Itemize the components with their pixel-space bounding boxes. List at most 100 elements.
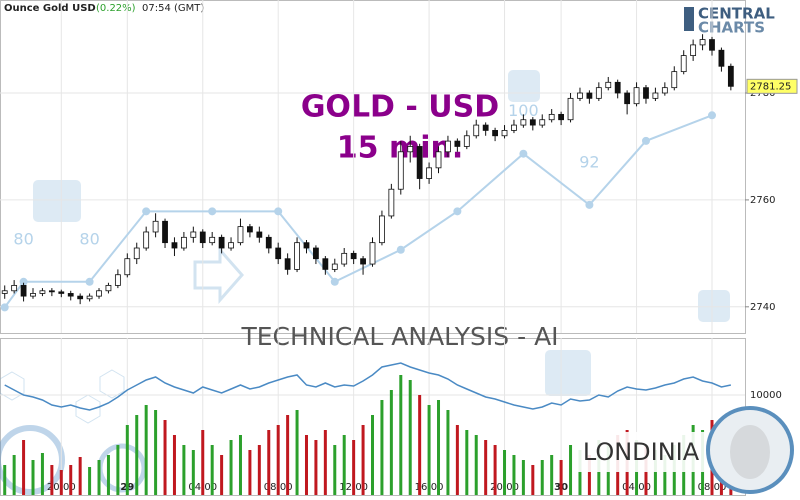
volume-bar [446,410,450,495]
candle-body [709,39,715,51]
candle-body [407,146,414,153]
volume-bar [314,440,318,495]
candle-body [322,258,329,270]
volume-bar [540,460,544,495]
volume-bar [352,440,356,495]
signature: LONDINIA [583,438,700,466]
volume-bar [191,450,195,495]
volume-bar [257,445,261,495]
candle-body [445,140,451,153]
volume-bar [437,400,441,495]
candle-body [416,146,423,179]
volume-bar [276,425,280,495]
score-label: 80 [13,229,33,248]
candle-body [671,71,678,89]
candle-body [482,124,489,131]
candle-body [209,236,216,244]
volume-bar [512,455,516,495]
circle-icon [0,425,65,495]
volume-bar [371,415,374,495]
candle-body [492,130,498,137]
candle-body [77,295,84,300]
candle-body [586,92,593,99]
candle-body [30,293,36,297]
candle-body [237,226,244,244]
volume-bar [88,467,92,495]
volume-bar [531,465,535,495]
hexagon [75,394,101,424]
candle-body [180,236,187,249]
score-point [453,207,462,216]
score-point [142,207,151,216]
candle-body [48,290,55,293]
avatar-face [730,425,770,479]
candle-body [426,167,432,179]
score-point [208,207,217,216]
candle-body [96,290,102,297]
volume-bar [12,455,16,495]
candle-body [265,236,272,249]
volume-bar [493,445,497,495]
candle-body [397,151,404,190]
candle-body [511,124,517,131]
candle-body [294,242,300,270]
volume-bar [144,405,148,495]
candle-body [529,119,536,126]
candle-body [369,242,376,265]
icon [33,180,81,222]
candle-body [558,113,565,121]
candle-body [341,252,348,265]
score-point [641,136,650,145]
score-point [519,149,528,158]
volume-bar [69,465,73,495]
candle-body [105,285,112,292]
volume-bar [31,460,35,495]
candle-body [605,81,612,89]
icon [698,290,730,322]
volume-bar [380,400,384,495]
volume-bar [304,435,308,495]
volume-bar [210,445,214,495]
candle-body [539,119,546,126]
candle-body [643,87,649,99]
volume-bar [399,375,403,495]
candle-body [595,87,602,99]
candle-body [58,291,65,294]
candle-body [614,81,621,94]
candle-body [652,92,659,99]
candle-body [86,295,93,300]
instrument: Ounce Gold USD [4,3,96,14]
volume-bar [220,455,224,495]
arrow-icon [193,246,244,304]
candle-body [454,140,461,147]
candle-body [162,220,168,244]
score-point [0,303,9,312]
volume-bar [550,455,554,495]
volume-bar [408,380,412,495]
candle-body [360,258,366,265]
candle-body [501,130,508,137]
candle-body [199,231,206,244]
candle-body [567,97,574,121]
score-label: 100 [508,101,539,120]
volume-bar [474,435,478,495]
candle-body [633,87,640,105]
candle-body [218,236,225,249]
candle-body [520,119,527,126]
volume-bar [427,405,431,495]
volume-bar [97,460,101,495]
last-price-label: 2781.25 [750,81,791,92]
candle-body [303,242,310,249]
candle-body [435,151,442,169]
hexagon [99,369,125,399]
candle-body [11,285,18,292]
score-point [19,277,28,286]
volume-bar [663,455,667,495]
volume-bar [125,425,129,495]
volume-bar [182,445,186,495]
volume-bar [578,450,582,495]
score-point [707,111,716,120]
volume-bar [503,450,507,495]
volume-bar [154,410,158,495]
